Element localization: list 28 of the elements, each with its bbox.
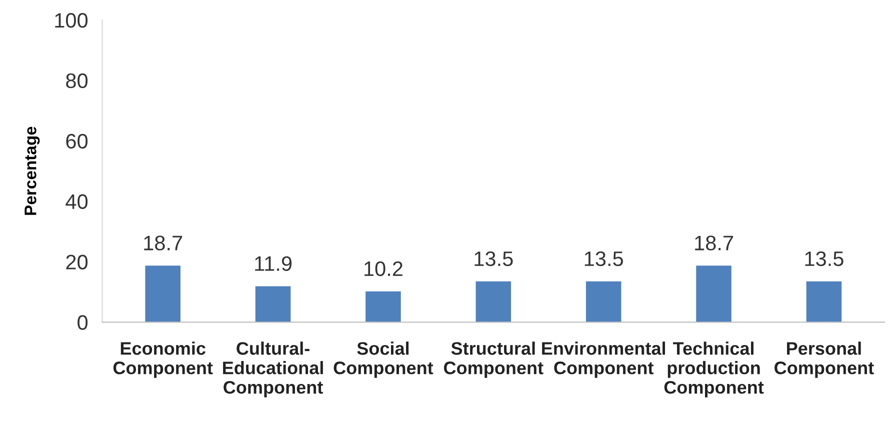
bar [696,266,732,322]
y-tick-label: 40 [66,194,88,210]
x-tick-label: Technical production Component [664,342,764,398]
data-label: 13.5 [584,251,623,266]
y-tick-label: 60 [66,134,88,149]
bar [366,291,401,322]
y-tick-label: 80 [66,73,88,88]
data-label: 18.7 [144,236,182,250]
y-tick-label: 0 [78,315,88,330]
x-tick-label: Social Component [334,342,434,378]
x-tick-label: Personal Component [774,342,874,378]
bar [255,286,291,322]
data-label: 13.5 [805,251,844,266]
x-tick-label: Structural Component [444,342,544,378]
data-label: 13.5 [474,251,513,266]
bar [586,281,622,322]
x-tick-label: Environmental Component [542,342,666,378]
bar [806,281,842,322]
data-label: 18.7 [695,236,733,250]
y-axis-title: Percentage [24,126,40,215]
bar [476,281,512,322]
bar [145,266,180,322]
x-tick-label: Economic Component [113,342,213,378]
y-tick-label: 20 [66,254,88,270]
data-label: 10.2 [364,261,402,276]
y-tick-label: 100 [55,12,88,28]
data-label: 11.9 [255,256,292,271]
x-tick-label: Cultural- Educational Component [223,342,323,398]
